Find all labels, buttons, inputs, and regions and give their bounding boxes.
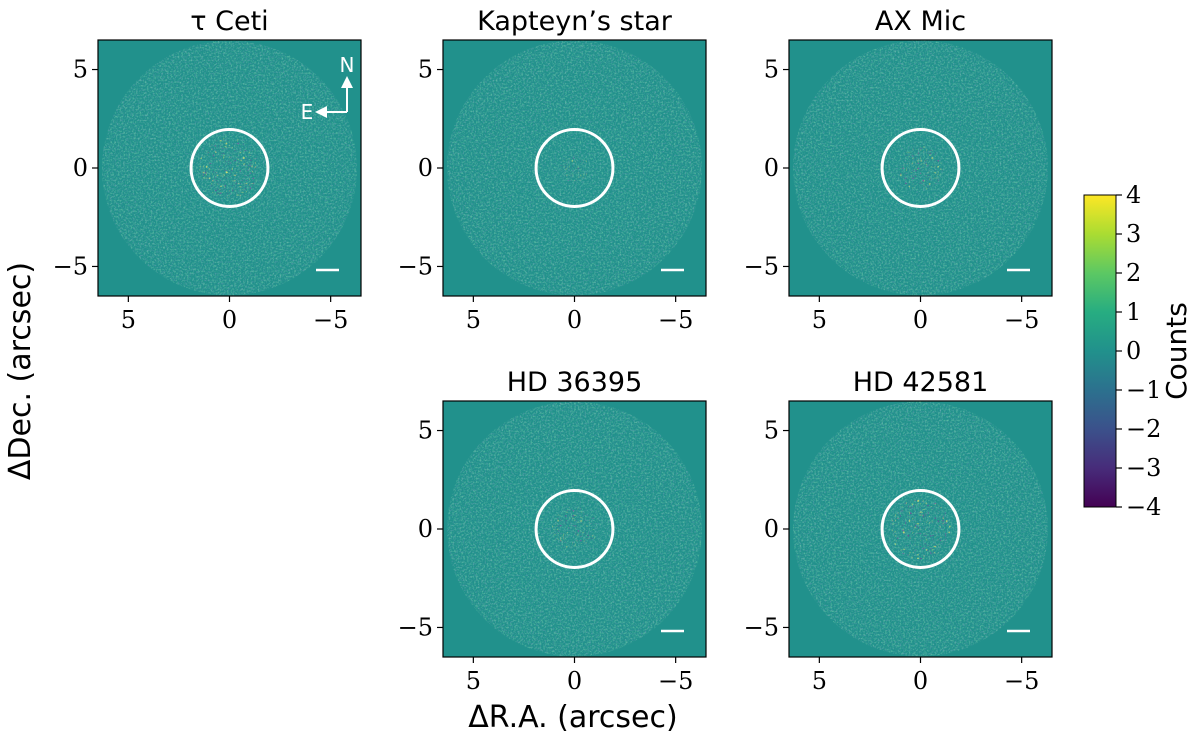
panel-title: Kapteyn’s star <box>477 6 673 37</box>
panel-title: AX Mic <box>875 6 966 37</box>
colorbar-tick-label: −4 <box>1126 493 1161 521</box>
x-tick-label: 5 <box>812 306 827 334</box>
x-tick-label: 0 <box>913 667 928 695</box>
panel-3: HD 36395 5 0 −5 5 0 −5 <box>398 367 707 695</box>
x-tick-label: −5 <box>658 667 693 695</box>
y-tick-label: 0 <box>764 154 779 182</box>
inner-working-angle-ring <box>189 128 270 208</box>
noise-field <box>447 40 702 296</box>
y-tick-label: 0 <box>764 515 779 543</box>
y-tick-label: 0 <box>418 154 433 182</box>
inner-working-angle-ring <box>534 128 615 208</box>
y-tick-label: 0 <box>418 515 433 543</box>
inner-working-angle-ring <box>880 128 961 208</box>
x-tick-label: 0 <box>567 667 582 695</box>
residual-core <box>898 145 943 191</box>
y-axis-label: ΔDec. (arcsec) <box>3 262 38 480</box>
compass-east-label: E <box>301 100 314 124</box>
panel-title: HD 42581 <box>853 367 989 398</box>
x-tick-label: −5 <box>313 306 348 334</box>
panel-2: AX Mic 5 0 −5 5 0 −5 <box>744 6 1053 334</box>
x-tick-label: 0 <box>913 306 928 334</box>
colorbar-tick-label: 0 <box>1126 337 1141 365</box>
y-tick-label: 5 <box>73 56 88 84</box>
x-axis-label: ΔR.A. (arcsec) <box>468 700 677 735</box>
colorbar-tick-label: 4 <box>1126 181 1141 209</box>
panel-title: HD 36395 <box>507 367 643 398</box>
x-tick-label: −5 <box>658 306 693 334</box>
x-tick-label: 0 <box>222 306 237 334</box>
x-tick-label: −5 <box>1004 667 1039 695</box>
y-tick-label: 5 <box>418 417 433 445</box>
noise-field <box>793 40 1048 296</box>
x-tick-label: 5 <box>812 667 827 695</box>
y-tick-label: 0 <box>73 154 88 182</box>
colorbar-tick-label: −2 <box>1126 415 1161 443</box>
colorbar-ticks: 4 3 2 1 0 −1 −2 −3 −4 <box>1116 181 1161 521</box>
y-tick-label: −5 <box>53 252 88 280</box>
residual-core <box>552 506 597 552</box>
panel-1: Kapteyn’s star 5 0 −5 5 0 −5 <box>398 6 707 334</box>
colorbar-tick-label: 1 <box>1126 298 1141 326</box>
colorbar: 4 3 2 1 0 −1 −2 −3 −4 Counts <box>1083 181 1193 521</box>
y-tick-label: 5 <box>764 56 779 84</box>
y-tick-label: −5 <box>398 252 433 280</box>
residual-core <box>560 153 589 183</box>
colorbar-tick-label: −3 <box>1126 454 1161 482</box>
residual-core <box>199 137 260 199</box>
x-tick-label: 5 <box>466 306 481 334</box>
panel-title: τ Ceti <box>190 6 268 37</box>
x-tick-label: 5 <box>466 667 481 695</box>
y-tick-label: 5 <box>418 56 433 84</box>
x-tick-label: 0 <box>567 306 582 334</box>
inner-working-angle-ring <box>534 489 615 569</box>
colorbar-label: Counts <box>1160 302 1193 400</box>
y-tick-label: −5 <box>398 613 433 641</box>
colorbar-tick-label: −1 <box>1126 376 1161 404</box>
y-tick-label: −5 <box>744 613 779 641</box>
x-tick-label: 5 <box>121 306 136 334</box>
y-tick-label: −5 <box>744 252 779 280</box>
y-tick-label: 5 <box>764 417 779 445</box>
colorbar-tick-label: 2 <box>1126 259 1141 287</box>
colorbar-ramp <box>1083 194 1117 508</box>
x-tick-label: −5 <box>1004 306 1039 334</box>
panel-0: N Eτ Ceti 5 0 −5 5 0 −5 <box>53 6 362 334</box>
inner-working-angle-ring <box>880 489 961 569</box>
residual-core <box>890 498 951 560</box>
colorbar-tick-label: 3 <box>1126 220 1141 248</box>
compass-north-label: N <box>340 53 355 77</box>
panel-4: HD 42581 5 0 −5 5 0 −5 <box>744 367 1053 695</box>
